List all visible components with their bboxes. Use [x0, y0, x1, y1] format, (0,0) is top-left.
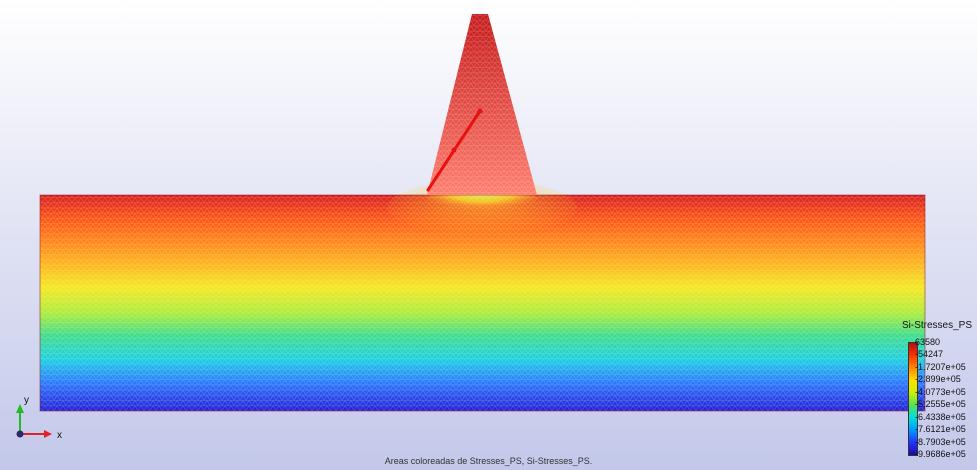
arrow-node [451, 147, 457, 153]
legend-tick-label: 63580 [915, 337, 941, 347]
legend-tick-label: -9.9686e+05 [915, 449, 966, 459]
legend-tick-label: -6.4338e+05 [915, 411, 966, 422]
legend-title: Si-Stresses_PS [902, 320, 973, 331]
x-axis-arrowhead [44, 430, 52, 438]
substrate-mesh [40, 195, 925, 411]
axes-triad: y x [16, 395, 62, 441]
legend-tick-label: -1.7207e+05 [915, 361, 966, 372]
arrow-node [477, 108, 483, 114]
legend-tick-label: -2.899e+05 [915, 374, 961, 385]
y-axis-label: y [24, 395, 29, 406]
y-axis-arrowhead [16, 404, 24, 413]
viewport-caption: Areas coloreadas de Stresses_PS, Si-Stre… [384, 456, 593, 466]
origin-icon [16, 430, 24, 438]
legend-tick-label: -54247 [915, 349, 944, 360]
legend-tick-label: -7.6121e+05 [915, 424, 966, 435]
legend-tick-label: -5.2555e+05 [915, 399, 966, 410]
colorbar [908, 342, 918, 456]
color-legend: Si-Stresses_PS 63580 -54247 -1.7207e+05 -2.… [902, 320, 977, 470]
legend-tick-label: -8.7903e+05 [915, 436, 966, 447]
legend-tick-label: -4.0773e+05 [915, 386, 966, 397]
x-axis-label: x [57, 430, 62, 441]
